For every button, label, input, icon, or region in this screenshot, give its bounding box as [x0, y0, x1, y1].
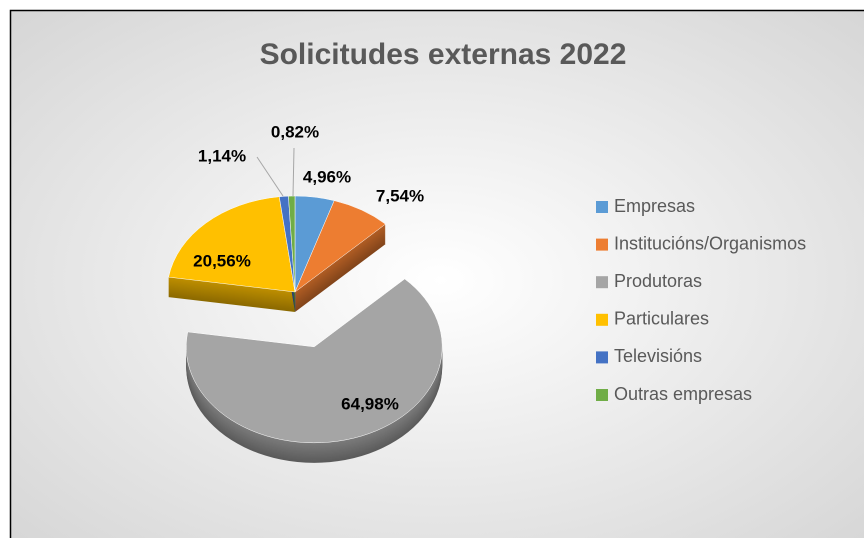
- data-label: 1,14%: [198, 146, 246, 165]
- legend-label: Produtoras: [614, 271, 702, 291]
- data-label: 20,56%: [193, 251, 251, 270]
- legend-swatch: [596, 276, 608, 289]
- legend-swatch: [596, 238, 608, 251]
- legend-swatch: [596, 313, 608, 326]
- legend-swatch: [596, 201, 608, 213]
- legend-label: Particulares: [614, 309, 709, 329]
- legend-label: Institucións/Organismos: [614, 233, 806, 253]
- leader-line: [256, 156, 284, 197]
- pie: 4,96% 7,54% 64,98% 20,56% 1,14% 0,82%: [168, 122, 443, 463]
- data-label: 0,82%: [271, 122, 319, 141]
- chart-title: Solicitudes externas 2022: [260, 38, 627, 71]
- slice: [168, 196, 296, 293]
- data-label: 4,96%: [303, 167, 351, 186]
- legend-label: Televisións: [614, 346, 702, 366]
- data-label: 64,98%: [341, 394, 399, 413]
- leader-line: [292, 147, 295, 197]
- legend-swatch: [596, 351, 608, 364]
- slice: [294, 200, 386, 293]
- slice: [288, 195, 296, 293]
- data-label: 7,54%: [376, 186, 424, 205]
- legend-label: Outras empresas: [614, 384, 752, 404]
- legend-label: Empresas: [614, 196, 695, 216]
- slice: [185, 278, 443, 444]
- chart-area: [9, 9, 864, 538]
- legend-swatch: [596, 389, 608, 401]
- legend: Empresas Institucións/Organismos Produtora…: [596, 196, 806, 404]
